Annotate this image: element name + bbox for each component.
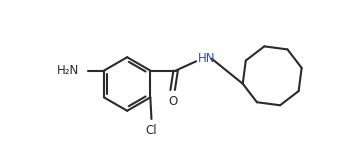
Text: H₂N: H₂N (57, 64, 79, 77)
Text: Cl: Cl (146, 124, 157, 137)
Text: O: O (168, 95, 177, 108)
Text: HN: HN (198, 52, 216, 65)
